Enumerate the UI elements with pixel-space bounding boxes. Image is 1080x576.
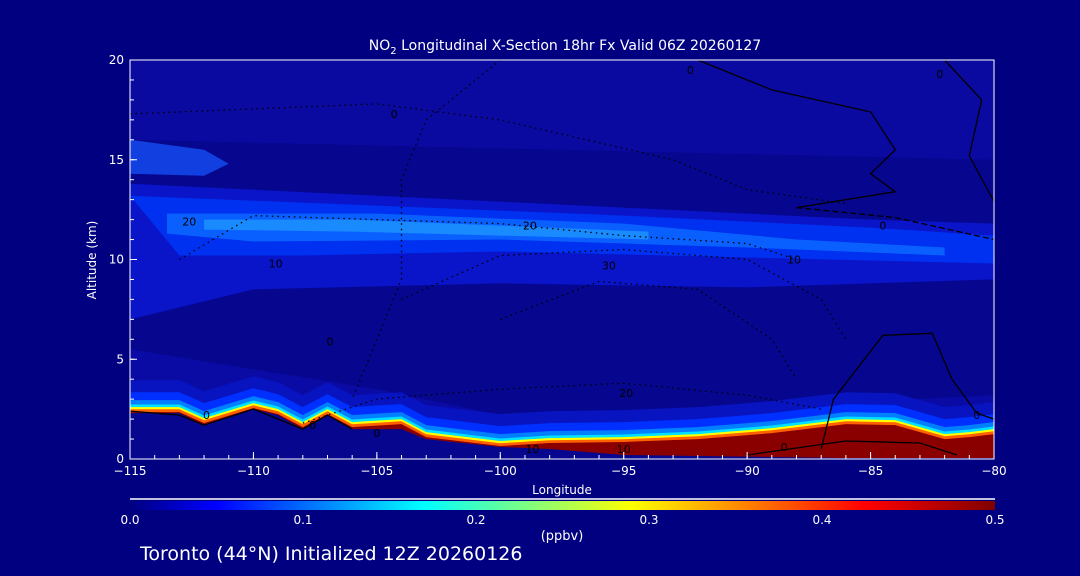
contour-line	[500, 280, 798, 380]
y-tick-label: 0	[116, 452, 124, 466]
y-tick-label: 20	[109, 53, 124, 67]
x-tick-label: −85	[858, 464, 883, 478]
colorbar-tick-label: 0.3	[639, 513, 658, 527]
terrain	[130, 409, 994, 459]
y-tick-label: 15	[109, 153, 124, 167]
contour-line	[820, 332, 994, 450]
contour-label: 10	[617, 443, 631, 456]
y-tick-label: 10	[109, 253, 124, 267]
contour-line	[944, 60, 994, 202]
contour-line	[130, 408, 353, 430]
x-tick-label: −95	[611, 464, 636, 478]
jet-max	[204, 219, 649, 240]
contour-label: 0	[309, 419, 316, 432]
contour-line	[747, 440, 958, 456]
contour-label: 0	[203, 409, 210, 422]
contour-label: 0	[326, 335, 333, 348]
x-tick-label: −110	[237, 464, 270, 478]
contour-label: 20	[182, 216, 196, 229]
contour-label: 0	[936, 68, 943, 81]
upper-band	[130, 60, 994, 160]
footer-text: Toronto (44°N) Initialized 12Z 20260126	[139, 543, 523, 565]
chart-title: NO2 Longitudinal X-Section 18hr Fx Valid…	[369, 38, 761, 57]
contour-label: 0	[687, 64, 694, 77]
contour-label: 10	[787, 254, 801, 267]
plot-area: 0 0 0 10 10 0 20 20 20 30 10 0 0 10 0 0 0 0	[130, 60, 994, 459]
x-tick-label: −115	[114, 464, 147, 478]
colorbar-tick-label: 0.1	[293, 513, 312, 527]
contour-label: 10	[269, 257, 283, 270]
colorbar-units: (ppbv)	[541, 529, 584, 544]
contour-label: 20	[523, 220, 537, 233]
contour-label: 0	[391, 108, 398, 121]
contour-label: 0	[373, 427, 380, 440]
colorbar	[130, 501, 995, 510]
colorbar-tick-label: 0.5	[985, 513, 1004, 527]
x-tick-label: −105	[360, 464, 393, 478]
upper-patch	[130, 139, 229, 176]
colorbar-tick-label: 0.2	[466, 513, 485, 527]
y-tick-label: 5	[116, 352, 124, 366]
colorbar-tick-label: 0.4	[812, 513, 831, 527]
contour-label: 0	[781, 441, 788, 454]
contour-line	[697, 60, 897, 209]
colorbar-tick-label: 0.0	[120, 513, 139, 527]
y-axis-label: Altitude (km)	[85, 221, 99, 300]
x-tick-label: −80	[981, 464, 1006, 478]
contour-line	[796, 206, 994, 241]
contour-label: 10	[525, 443, 539, 456]
contour-label: 20	[619, 387, 633, 400]
x-tick-label: −100	[484, 464, 517, 478]
contour-label: 0	[879, 220, 886, 233]
contour-label: 0	[973, 409, 980, 422]
contour-label: 30	[602, 259, 616, 272]
contour-line	[351, 60, 501, 400]
x-tick-label: −90	[734, 464, 759, 478]
x-axis-label: Longitude	[532, 483, 592, 497]
